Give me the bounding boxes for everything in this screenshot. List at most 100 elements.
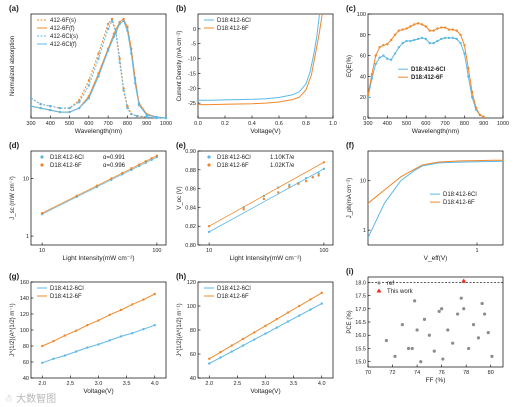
x-axis-label: Light Intensity(mW cm⁻²) [229,255,301,262]
point [242,208,245,211]
legend-annotation: 1.10KT/e [270,155,295,161]
legend-marker [207,155,211,159]
point [52,340,55,343]
point [75,194,78,198]
point [262,197,266,201]
legend-label: D18:412-6F [217,163,249,169]
y-tick-label: 15.5 [355,346,366,352]
point-ref [410,346,414,351]
point [317,174,320,177]
point [164,116,168,120]
point [97,343,100,346]
y-tick-label: 0.86 [185,187,196,193]
y-tick-label: -25 [188,101,196,107]
point [207,225,211,228]
x-axis-label: Wavelength(nm) [75,128,122,135]
panel-label: (i) [346,267,354,276]
point [467,66,470,70]
point [68,106,71,110]
point-ref [467,346,471,351]
point [145,113,148,117]
point [455,29,458,32]
point [416,22,420,25]
legend-annotation: 1.02KT/e [270,163,295,169]
x-tick-label: 2.0 [205,381,213,387]
point [478,113,482,117]
point [49,104,52,108]
point [413,23,416,26]
panel-f: (f) 1 1 10 V_eff(V) J_ph(mA cm⁻²) D18:412-6Cl D… [346,141,504,262]
panel-d: (d) 10 100 1 10 Light Intensity(mW cm⁻²) J_sc … [9,141,167,262]
panel-label: (d) [9,141,20,150]
x-tick-label: 0.2 [221,121,229,127]
y-tick-label: 40 [360,74,366,80]
point [463,52,466,55]
point [155,154,159,157]
point [397,46,401,49]
point [432,41,435,45]
point-ref [451,341,455,345]
point [393,33,397,36]
point [264,324,267,327]
point [436,27,439,30]
x-tick-label: 1.0 [329,121,337,127]
point [110,19,114,23]
point [121,171,124,175]
point [130,112,133,116]
legend-label: D18:412-6F [217,294,249,300]
x-axis-label: Voltage(V) [250,128,280,135]
point [389,38,393,42]
legend-label: 412-6F(f) [50,26,75,32]
point [322,161,326,164]
y-tick-label: 100 [357,12,366,18]
fit-line-1 [208,161,325,227]
point-ref [432,349,436,353]
x-tick-label: 0.6 [275,121,283,127]
series-line-1 [198,13,323,106]
point [447,36,451,40]
y-tick-label: 1 [26,234,29,240]
point-ref [446,328,450,332]
x-tick-label: 700 [441,121,450,127]
panel-label: (a) [9,4,19,13]
point [311,176,314,179]
point [382,44,385,47]
y-tick-label: 120 [187,280,196,286]
y-tick-label: 0.80 [185,243,196,249]
point [241,344,245,347]
point-ref [384,338,389,343]
legend-label: 412-6Cl(s) [50,34,78,40]
legend-marker [376,288,382,293]
point-ref [455,312,460,316]
point [126,104,129,108]
point [155,115,158,119]
y-tick-label: 60 [190,352,196,358]
y-axis-label: J^{1/2}(A^{1/2} m⁻¹) [177,303,183,356]
point [135,114,139,118]
point [474,106,478,109]
point [29,96,33,100]
point [126,25,129,29]
legend-label: D18:412-6Cl [217,155,251,161]
x-tick-label: 400 [383,121,392,127]
y-axis-label: Normalized absorption [10,36,16,96]
point [298,314,301,317]
x-tick-label: 800 [123,121,132,127]
x-tick-label: 3.5 [290,381,298,387]
legend-label: D18:412-6Cl [50,155,84,161]
y-axis-label: EQE(%) [347,55,353,77]
point [131,332,134,335]
y-tick-label: -10 [188,57,196,63]
point [397,29,401,32]
point [447,28,451,31]
x-tick-label: 76 [439,370,445,376]
point [41,344,44,348]
watermark: ☃ 大数智图 [4,394,57,405]
x-tick-label: 74 [414,370,420,376]
x-tick-label: 70 [365,370,371,376]
point [317,172,320,175]
point-ref [459,296,463,300]
legend-label: D18:412-6F [411,75,443,81]
point-ref [400,323,404,327]
